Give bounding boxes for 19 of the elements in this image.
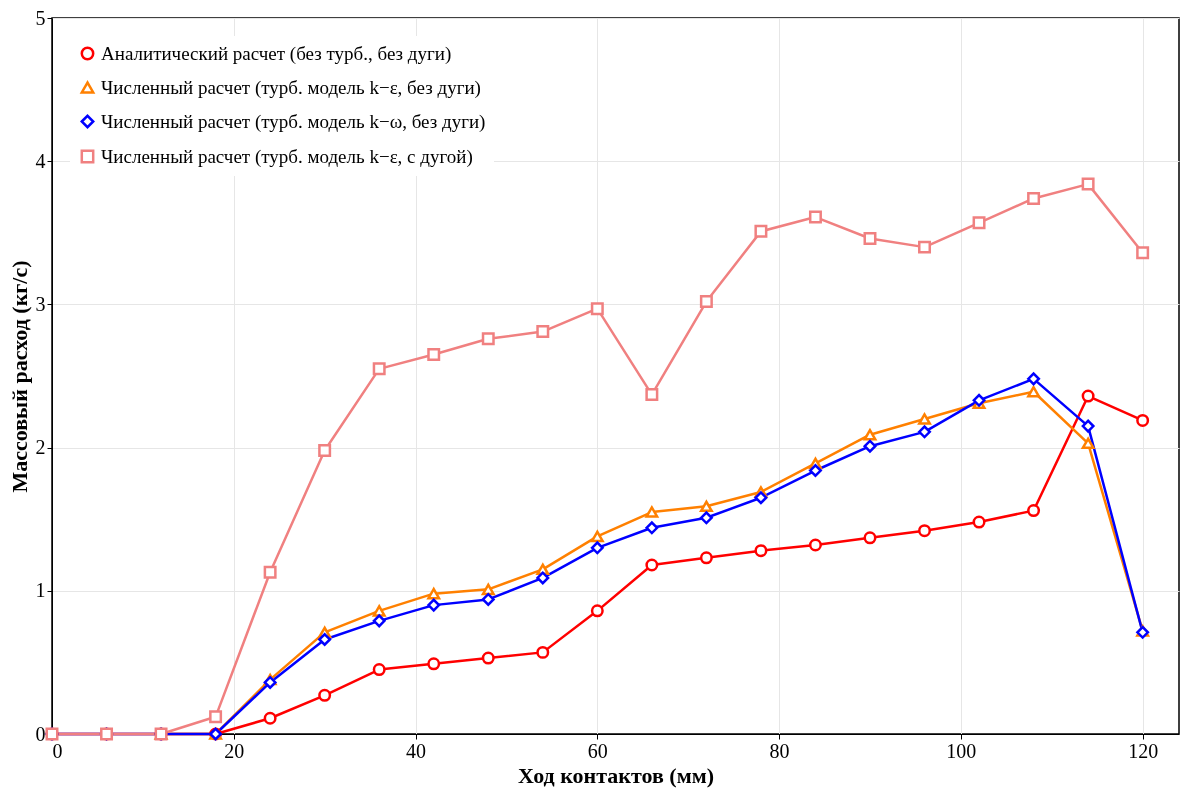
y-axis-title: Массовый расход (кг/с): [6, 260, 32, 493]
legend-label: Численный расчет (турб. модель k−ε, без дуги): [101, 76, 481, 99]
x-tick-label: 0: [52, 739, 63, 762]
y-tick-label: 2: [35, 436, 46, 459]
legend-label: Аналитический расчет (без турб., без дуги): [101, 42, 452, 65]
x-tick-label: 100: [946, 739, 977, 762]
x-tick-label: 80: [769, 739, 790, 762]
y-tick-label: 0: [35, 722, 46, 745]
x-axis-title: Ход контактов (мм): [518, 762, 714, 788]
y-tick-label: 1: [35, 579, 46, 602]
y-tick-label: 5: [35, 6, 46, 29]
x-tick-label: 60: [587, 739, 608, 762]
y-tick-label: 4: [35, 149, 46, 172]
x-tick-label: 120: [1128, 739, 1159, 762]
x-tick-label: 20: [224, 739, 245, 762]
x-tick-label: 40: [406, 739, 427, 762]
y-tick-label: 3: [35, 292, 46, 315]
legend-label: Численный расчет (турб. модель k−ε, с дугой): [101, 145, 473, 168]
legend-label: Численный расчет (турб. модель k−ω, без дуги): [101, 110, 486, 133]
